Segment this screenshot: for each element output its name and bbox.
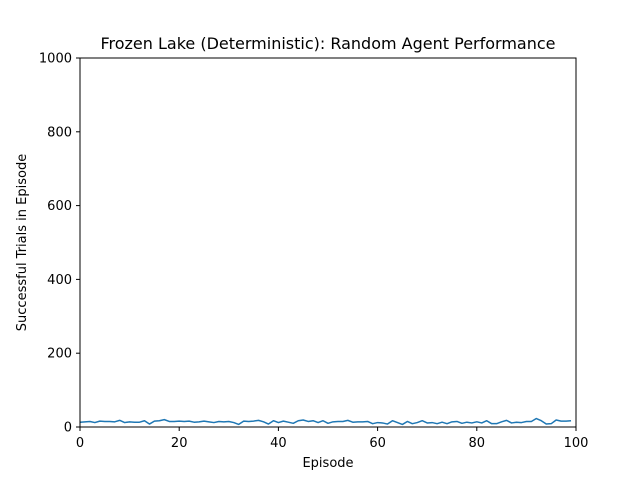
y-axis: 0 200 400 600 800 1000 [39,52,80,436]
plot-area: 0 200 400 600 800 1000 0 20 40 60 80 100 [39,52,589,452]
x-tick-label: 60 [369,436,386,451]
y-tick-label: 200 [47,347,72,362]
y-tick-label: 1000 [39,52,72,67]
x-tick-label: 20 [171,436,188,451]
y-tick-label: 0 [64,421,72,436]
x-tick-label: 0 [76,436,84,451]
y-tick-label: 800 [47,125,72,140]
x-tick-label: 80 [469,436,486,451]
series-line-0 [79,417,572,426]
x-tick-label: 100 [564,436,589,451]
y-axis-label: Successful Trials in Episode [15,154,30,331]
y-tick-label: 600 [47,199,72,214]
x-axis-label: Episode [302,456,353,471]
x-tick-label: 40 [270,436,287,451]
axes-frame [79,57,577,428]
y-tick-label: 400 [47,273,72,288]
chart-title: Frozen Lake (Deterministic): Random Agen… [100,34,555,53]
x-axis: 0 20 40 60 80 100 [76,427,589,451]
series-layer [79,417,572,426]
